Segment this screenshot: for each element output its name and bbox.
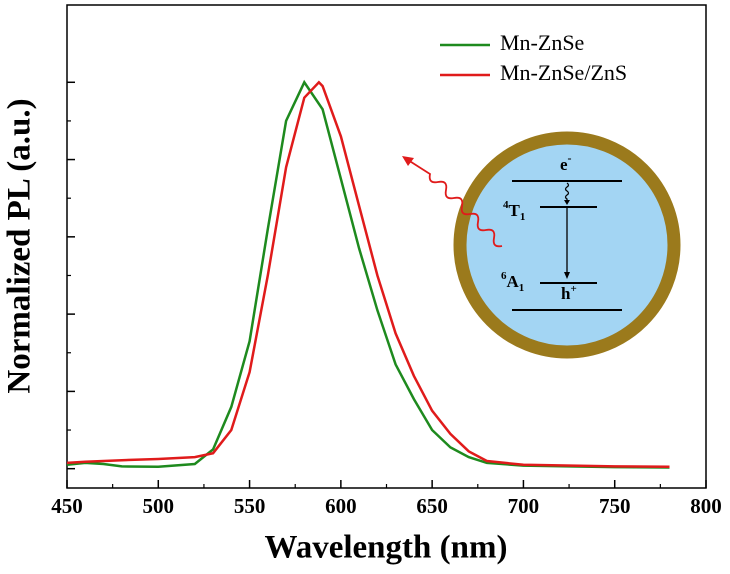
x-tick-label: 550 [234, 494, 266, 518]
x-tick-label: 500 [143, 494, 175, 518]
legend-label: Mn-ZnSe [500, 30, 584, 55]
x-tick-label: 750 [599, 494, 631, 518]
relaxation-arrow [564, 182, 570, 201]
electron-label: e- [560, 151, 572, 174]
arrow-head [402, 156, 414, 166]
x-tick-label: 450 [51, 494, 83, 518]
upper-level-label: 4T1 [503, 199, 525, 223]
label-base: A [507, 272, 520, 291]
x-tick-label: 800 [690, 494, 722, 518]
x-tick-label: 700 [508, 494, 540, 518]
y-axis-title: Normalized PL (a.u.) [2, 98, 38, 393]
label-base: e [560, 155, 568, 174]
label-sup: 4 [503, 199, 509, 211]
label-sub: 1 [520, 211, 526, 223]
arrow-head [564, 272, 570, 279]
label-sup: - [568, 151, 572, 165]
label-base: h [561, 284, 571, 303]
series-line [66, 79, 670, 469]
series-line [66, 80, 670, 468]
inset: e- 4T1 6A1 h+ [402, 131, 681, 359]
x-tick-label: 600 [325, 494, 357, 518]
arrow-head [564, 200, 570, 205]
lower-level-label: 6A1 [501, 270, 524, 294]
label-sub: 1 [519, 282, 525, 294]
label-sup: + [570, 283, 576, 295]
label-sup: 6 [501, 270, 507, 282]
hole-label: h+ [561, 283, 577, 303]
x-tick-label: 650 [416, 494, 448, 518]
label-base: T [509, 201, 521, 220]
x-axis-title: Wavelength (nm) [265, 530, 508, 566]
emission-wave [407, 159, 503, 248]
legend-label: Mn-ZnSe/ZnS [500, 60, 627, 85]
